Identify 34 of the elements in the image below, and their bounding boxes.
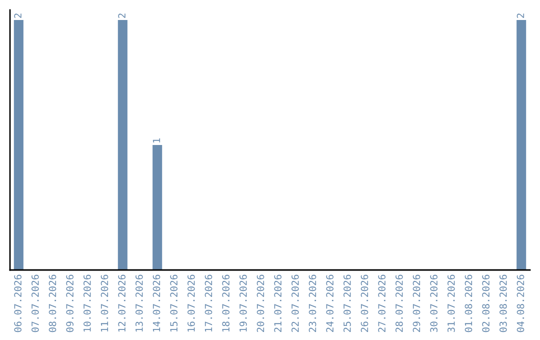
x-tick-label: 01.08.2026 (464, 274, 472, 332)
x-tick-label: 16.07.2026 (187, 274, 195, 332)
x-tick-label: 08.07.2026 (48, 274, 56, 332)
x-tick-label: 04.08.2026 (516, 274, 524, 332)
x-tick-label: 12.07.2026 (118, 274, 126, 332)
x-tick-label: 17.07.2026 (204, 274, 212, 332)
x-tick-label: 25.07.2026 (343, 274, 351, 332)
data-label: 2 (516, 14, 524, 18)
x-tick-label: 27.07.2026 (378, 274, 386, 332)
x-tick-label: 21.07.2026 (274, 274, 282, 332)
x-tick-label: 31.07.2026 (447, 274, 455, 332)
x-tick-label: 07.07.2026 (31, 274, 39, 332)
x-tick-label: 14.07.2026 (152, 274, 160, 332)
x-tick-label: 30.07.2026 (430, 274, 438, 332)
x-tick-label: 15.07.2026 (170, 274, 178, 332)
data-label: 2 (118, 14, 126, 18)
x-tick-label: 19.07.2026 (239, 274, 247, 332)
x-tick-label: 18.07.2026 (222, 274, 230, 332)
x-tick-label: 24.07.2026 (326, 274, 334, 332)
data-label: 2 (14, 14, 22, 18)
x-tick-label: 13.07.2026 (135, 274, 143, 332)
x-tick-label: 10.07.2026 (83, 274, 91, 332)
data-label: 1 (152, 138, 160, 142)
x-tick-label: 22.07.2026 (291, 274, 299, 332)
x-tick-label: 02.08.2026 (482, 274, 490, 332)
x-tick-label: 26.07.2026 (360, 274, 368, 332)
x-tick-label: 11.07.2026 (100, 274, 108, 332)
x-tick-label: 09.07.2026 (66, 274, 74, 332)
x-tick-label: 28.07.2026 (395, 274, 403, 332)
x-tick-label: 20.07.2026 (256, 274, 264, 332)
x-tick-label: 06.07.2026 (14, 274, 22, 332)
x-tick-label: 03.08.2026 (499, 274, 507, 332)
x-tick-label: 29.07.2026 (412, 274, 420, 332)
x-tick-label: 23.07.2026 (308, 274, 316, 332)
